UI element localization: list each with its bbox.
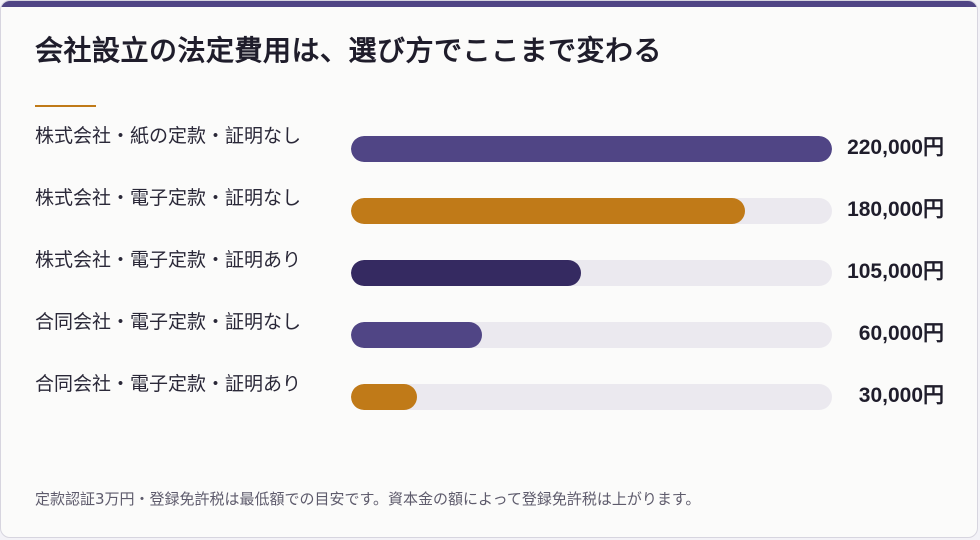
bar-row: 合同会社・電子定款・証明あり 30,000円 [1, 373, 977, 426]
bar-category-label: 合同会社・電子定款・証明あり [35, 373, 302, 395]
bar-category-label: 株式会社・電子定款・証明なし [35, 187, 302, 209]
bar-track [351, 384, 832, 410]
bar [351, 322, 483, 348]
footnote: 定款認証3万円・登録免許税は最低額での目安です。資本金の額によって登録免許税は上… [35, 490, 701, 508]
bar-track [351, 322, 832, 348]
bar-track [351, 136, 832, 162]
bar-category-label: 株式会社・紙の定款・証明なし [35, 125, 302, 147]
bar [351, 384, 417, 410]
bar [351, 198, 745, 224]
chart-title: 会社設立の法定費用は、選び方でここまで変わる [35, 34, 663, 67]
bar-row: 株式会社・電子定款・証明あり 105,000円 [1, 249, 977, 302]
title-underline [35, 105, 96, 107]
bar-category-label: 合同会社・電子定款・証明なし [35, 311, 302, 333]
bar-row: 株式会社・紙の定款・証明なし 220,000円 [1, 125, 977, 178]
bar-value-label: 30,000円 [858, 384, 944, 407]
bar-track [351, 260, 832, 286]
top-accent-band [1, 1, 977, 7]
bar-value-label: 180,000円 [847, 198, 944, 221]
bar-category-label: 株式会社・電子定款・証明あり [35, 249, 302, 271]
bar-value-label: 105,000円 [847, 260, 944, 283]
bar-row: 合同会社・電子定款・証明なし 60,000円 [1, 311, 977, 364]
bar-row: 株式会社・電子定款・証明なし 180,000円 [1, 187, 977, 240]
bar [351, 136, 832, 162]
bar-value-label: 60,000円 [858, 322, 944, 345]
bar-track [351, 198, 832, 224]
bar [351, 260, 581, 286]
bar-value-label: 220,000円 [847, 136, 944, 159]
